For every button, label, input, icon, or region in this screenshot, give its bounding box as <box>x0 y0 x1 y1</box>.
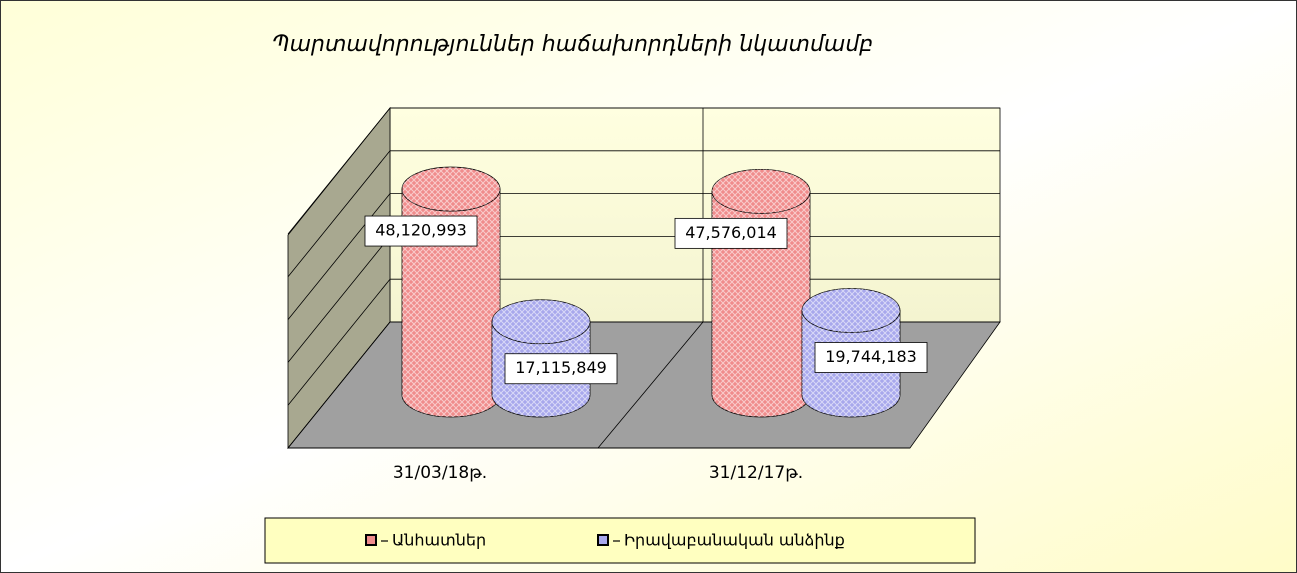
legend-label: Անհատներ <box>392 531 486 550</box>
data-label-box <box>814 342 928 373</box>
bar <box>801 288 901 418</box>
chart-title: Պարտավորություններ հաճախորդների նկատմամբ <box>272 32 873 57</box>
x-tick-label: 31/12/17թ. <box>709 463 803 483</box>
data-label-box <box>364 215 478 247</box>
x-tick-label: 31/03/18թ. <box>393 463 487 483</box>
grid-line <box>287 150 391 278</box>
legend-swatch <box>365 534 377 546</box>
grid-line <box>287 278 391 406</box>
grid-line <box>287 321 391 449</box>
grid-line <box>287 107 391 235</box>
data-label-box <box>674 217 788 249</box>
legend-label: Իրավաբանական անձինք <box>624 531 845 550</box>
cylinder-top <box>712 169 810 214</box>
divider <box>597 321 704 449</box>
data-label-box <box>504 353 618 385</box>
legend-swatch <box>597 534 609 546</box>
grid-line <box>287 236 391 363</box>
data-label: 48,120,993 <box>375 221 467 240</box>
grid-line <box>287 193 391 320</box>
data-label: 19,744,183 <box>825 347 917 366</box>
data-label: 17,115,849 <box>515 358 607 377</box>
cylinder-top <box>402 167 500 212</box>
bar <box>711 168 811 418</box>
cylinder-top <box>492 299 590 344</box>
data-label: 47,576,014 <box>685 223 777 242</box>
cylinder-top <box>802 288 900 333</box>
bar <box>401 166 501 418</box>
